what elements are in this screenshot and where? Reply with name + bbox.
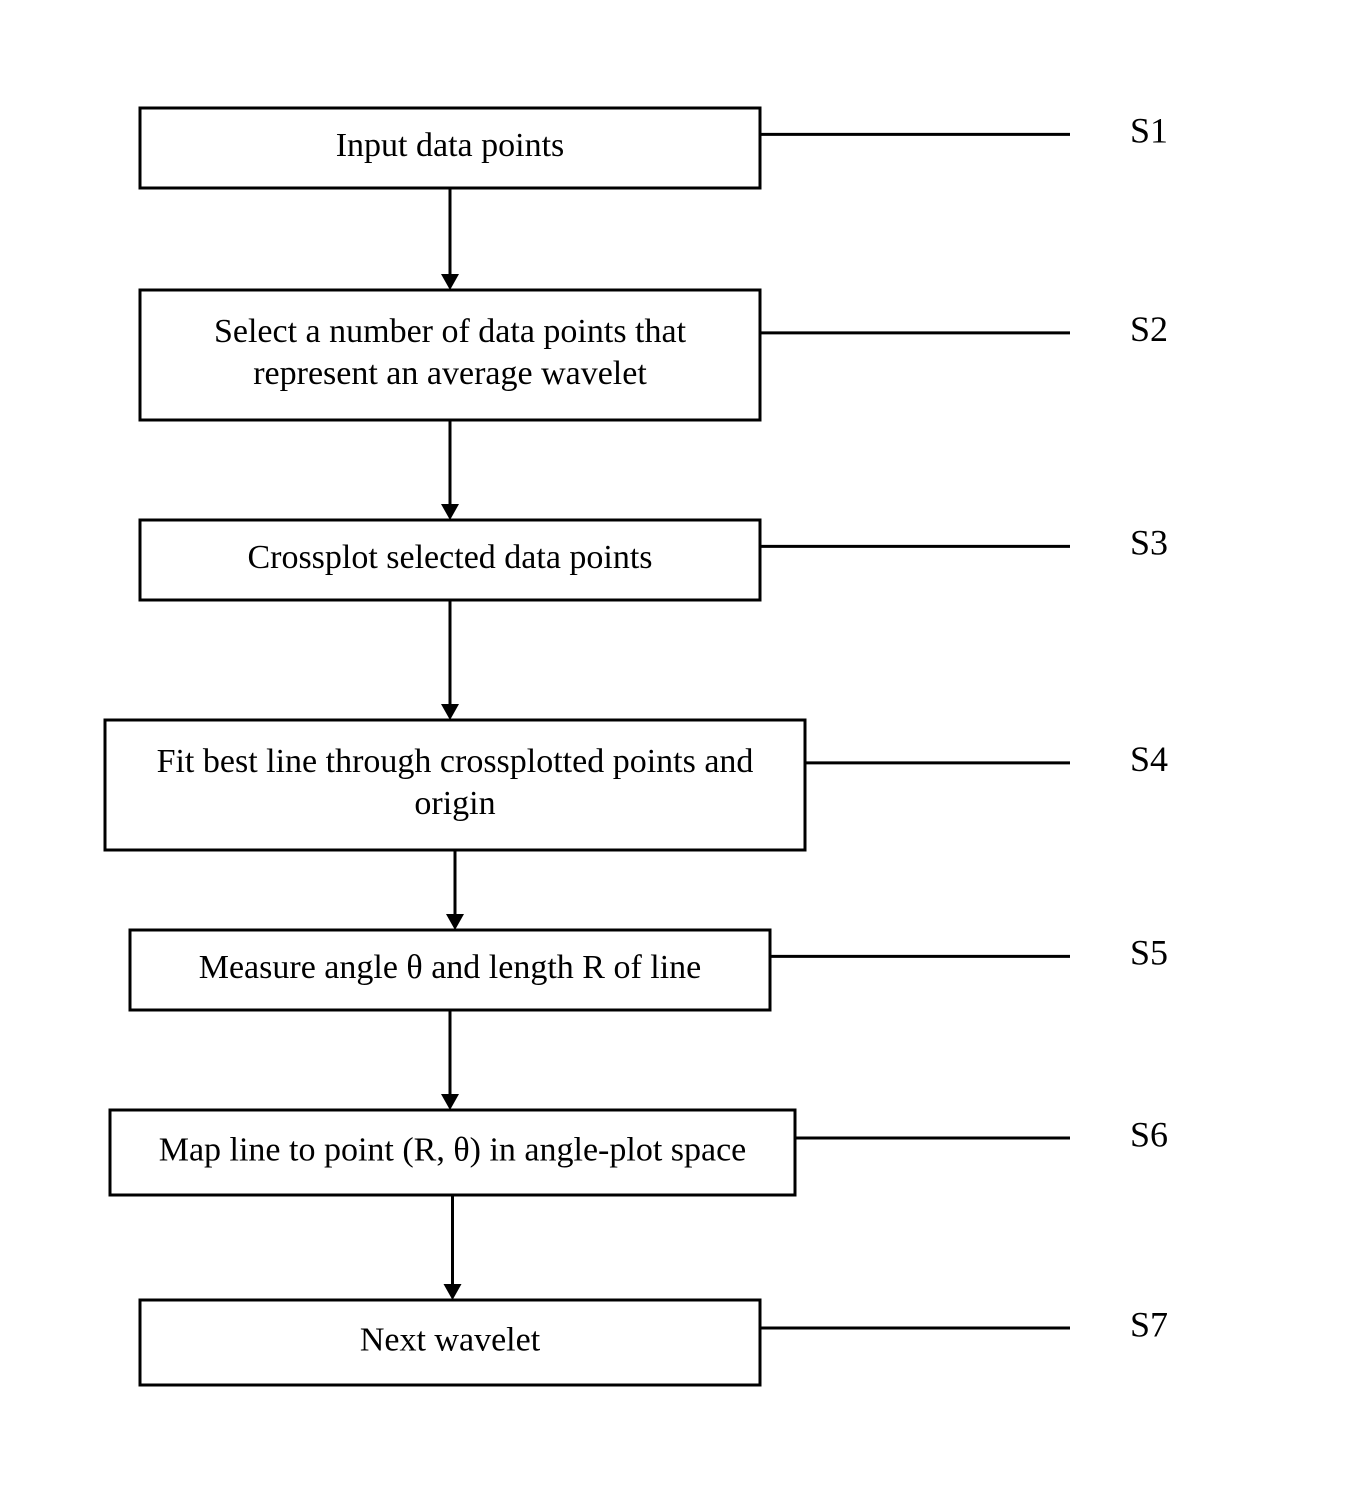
arrowhead-icon xyxy=(441,274,459,290)
flow-step: Crossplot selected data points S3 xyxy=(140,520,1168,600)
step-label: S5 xyxy=(1130,933,1168,973)
flow-step: Next wavelet S7 xyxy=(140,1300,1168,1385)
arrowhead-icon xyxy=(441,1094,459,1110)
arrowhead-icon xyxy=(446,914,464,930)
step-label: S7 xyxy=(1130,1304,1168,1344)
flow-step: Select a number of data points that repre… xyxy=(140,290,1168,420)
arrowhead-icon xyxy=(441,704,459,720)
step-text: Measure angle θ and length R of line xyxy=(199,949,702,986)
flow-step: Fit best line through crossplotted point… xyxy=(105,720,1168,850)
step-text: origin xyxy=(414,785,495,822)
step-text: Select a number of data points that xyxy=(214,313,687,350)
step-label: S4 xyxy=(1130,739,1168,779)
flow-step: Measure angle θ and length R of line S5 xyxy=(130,930,1168,1010)
step-label: S2 xyxy=(1130,309,1168,349)
step-text: represent an average wavelet xyxy=(253,355,647,392)
flow-step: Input data points S1 xyxy=(140,108,1168,188)
flowchart-diagram: Input data points S1 Select a number of da… xyxy=(0,0,1356,1485)
step-text: Fit best line through crossplotted point… xyxy=(157,743,754,780)
step-text: Input data points xyxy=(336,127,565,164)
step-label: S6 xyxy=(1130,1114,1168,1154)
step-label: S1 xyxy=(1130,111,1168,151)
step-text: Next wavelet xyxy=(360,1321,541,1358)
arrowhead-icon xyxy=(444,1284,462,1300)
step-text: Crossplot selected data points xyxy=(247,539,652,576)
arrowhead-icon xyxy=(441,504,459,520)
step-text: Map line to point (R, θ) in angle-plot s… xyxy=(159,1131,747,1168)
flow-step: Map line to point (R, θ) in angle-plot s… xyxy=(110,1110,1168,1195)
step-label: S3 xyxy=(1130,523,1168,563)
